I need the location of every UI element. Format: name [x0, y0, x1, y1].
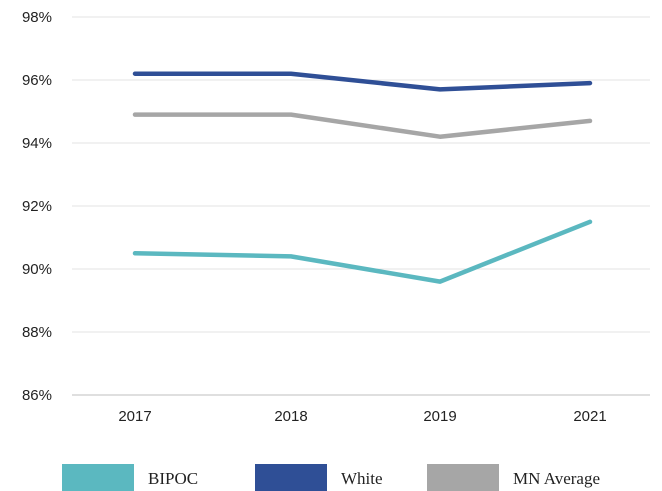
legend-label: BIPOC: [148, 469, 198, 488]
legend-label: MN Average: [513, 469, 600, 488]
x-axis-ticks: 2017 2018 2019 2021: [118, 408, 606, 425]
x-tick-label: 2019: [423, 408, 456, 425]
y-tick-label: 92%: [22, 198, 52, 215]
x-tick-label: 2018: [274, 408, 307, 425]
series-line-white: [132, 71, 593, 92]
y-tick-label: 98%: [22, 9, 52, 26]
legend: BIPOC White MN Average: [62, 464, 600, 491]
x-tick-label: 2017: [118, 408, 151, 425]
y-tick-label: 86%: [22, 387, 52, 404]
legend-swatch: [62, 464, 134, 491]
plot-series: [132, 71, 593, 284]
series-line-mn-average: [132, 112, 593, 139]
legend-swatch: [255, 464, 327, 491]
y-tick-label: 88%: [22, 324, 52, 341]
y-axis-ticks: 98% 96% 94% 92% 90% 88% 86%: [22, 9, 52, 404]
y-tick-label: 94%: [22, 135, 52, 152]
legend-swatch: [427, 464, 499, 491]
legend-label: White: [341, 469, 383, 488]
x-tick-label: 2021: [573, 408, 606, 425]
y-tick-label: 90%: [22, 261, 52, 278]
series-line-bipoc: [132, 219, 593, 284]
y-tick-label: 96%: [22, 72, 52, 89]
